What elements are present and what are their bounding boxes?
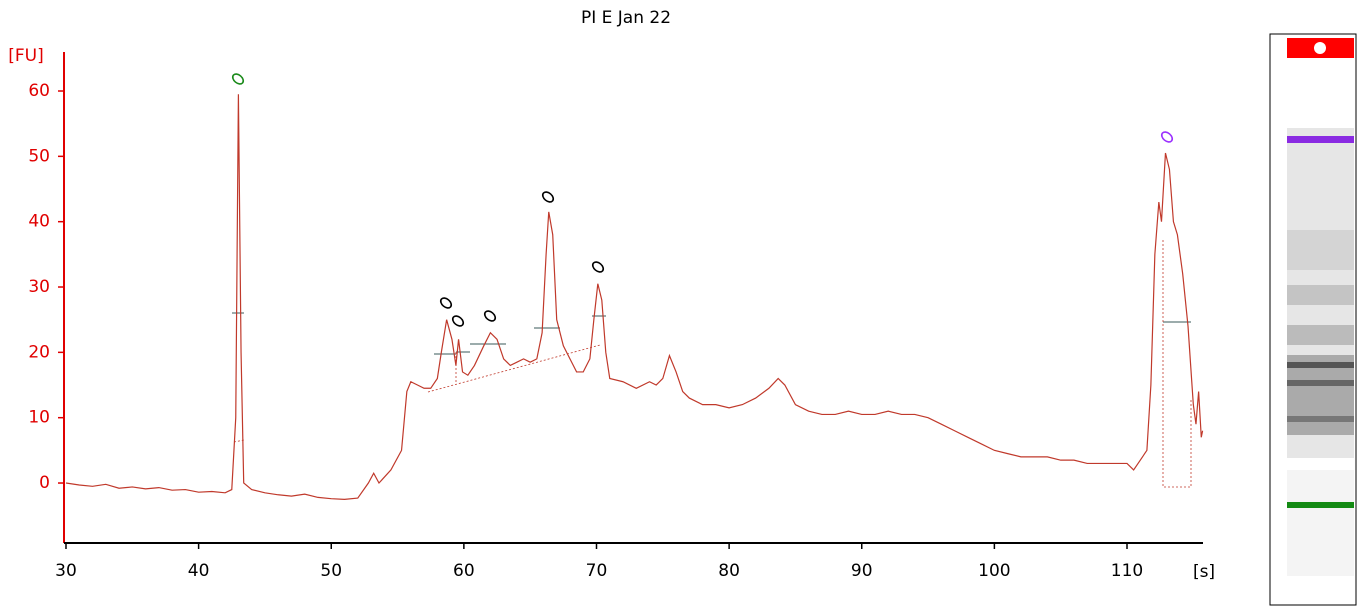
y-tick-label: 0 bbox=[39, 473, 50, 493]
x-tick-label: 50 bbox=[320, 561, 342, 581]
y-tick-label: 30 bbox=[28, 277, 50, 297]
trace bbox=[65, 94, 1204, 500]
gel-band bbox=[1287, 362, 1354, 368]
peak-marker bbox=[591, 261, 605, 273]
baseline bbox=[1162, 240, 1192, 488]
gel-marker bbox=[1287, 502, 1354, 508]
peak-marker bbox=[483, 310, 497, 322]
peak-marker bbox=[439, 297, 453, 309]
baselines bbox=[233, 240, 1192, 488]
x-tick-label: 90 bbox=[851, 561, 873, 581]
gel-well bbox=[1314, 42, 1326, 54]
y-tick-label: 10 bbox=[28, 408, 50, 428]
x-tick-label: 40 bbox=[188, 561, 210, 581]
x-tick-label: 80 bbox=[718, 561, 740, 581]
peak-marker bbox=[451, 315, 465, 327]
gel-band bbox=[1287, 416, 1354, 422]
x-tick-label: 30 bbox=[55, 561, 77, 581]
gel-band bbox=[1287, 325, 1354, 345]
peak-marker bbox=[231, 73, 245, 85]
y-tick-label: 40 bbox=[28, 212, 50, 232]
chart-title: PI E Jan 22 bbox=[581, 8, 671, 28]
gel-band bbox=[1287, 380, 1354, 386]
y-tick-label: 20 bbox=[28, 342, 50, 362]
gel-band bbox=[1287, 285, 1354, 305]
x-tick-label: 100 bbox=[978, 561, 1010, 581]
x-tick-label: 70 bbox=[586, 561, 608, 581]
x-axis-label: [s] bbox=[1193, 562, 1215, 582]
gel-smear bbox=[1287, 470, 1354, 576]
y-axis-label: [FU] bbox=[8, 46, 44, 66]
y-tick-label: 50 bbox=[28, 146, 50, 166]
baseline bbox=[427, 344, 601, 393]
peak-marker bbox=[541, 191, 555, 203]
gel-marker bbox=[1287, 136, 1354, 143]
peak-markers bbox=[231, 73, 1174, 327]
peak-widths bbox=[232, 312, 1191, 355]
gel-lane bbox=[1269, 33, 1357, 606]
x-tick-label: 110 bbox=[1111, 561, 1143, 581]
x-tick-label: 60 bbox=[453, 561, 475, 581]
gel-smear bbox=[1287, 230, 1354, 270]
y-tick-label: 60 bbox=[28, 81, 50, 101]
peak-marker bbox=[1160, 131, 1174, 143]
